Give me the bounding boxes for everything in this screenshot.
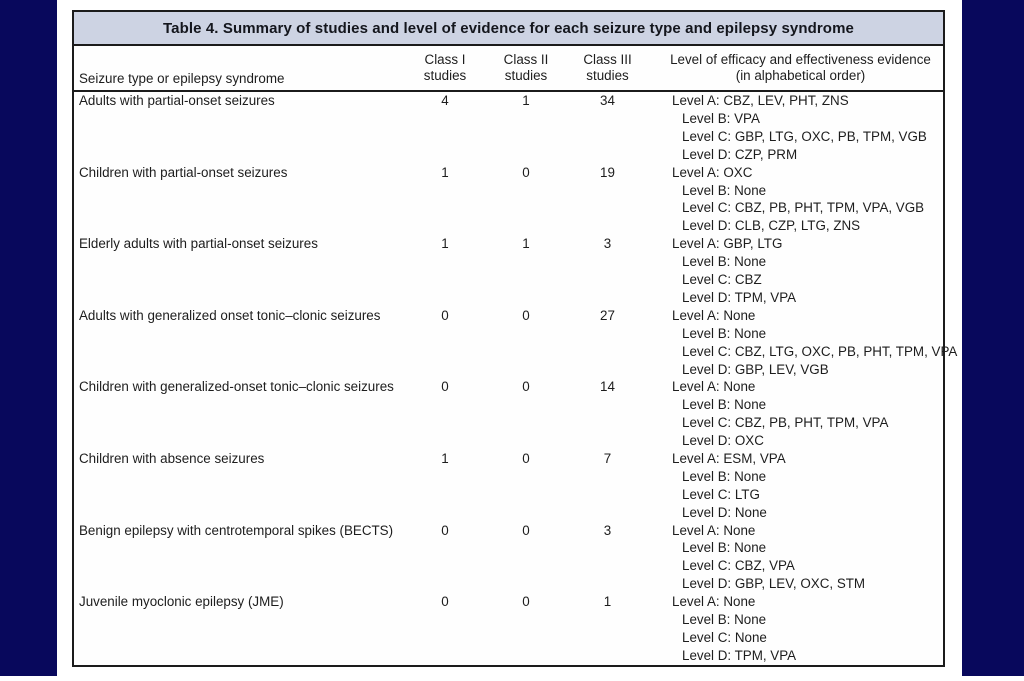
- class-ii-count: 0: [522, 164, 530, 180]
- level-line: Level A: ESM, VPA: [672, 450, 786, 466]
- level-line: Level A: None: [672, 307, 756, 323]
- seizure-type-label: Juvenile myoclonic epilepsy (JME): [79, 594, 284, 610]
- level-line: Level D: TPM, VPA: [682, 647, 797, 663]
- level-line: Level D: None: [682, 504, 767, 520]
- class-iii-count: 19: [600, 164, 615, 180]
- seizure-type-label: Benign epilepsy with centrotemporal spik…: [79, 522, 394, 538]
- class-ii-count: 1: [522, 236, 530, 252]
- seizure-type-label: Elderly adults with partial-onset seizur…: [79, 236, 318, 252]
- class-ii-count: 0: [522, 450, 530, 466]
- level-line: Level B: None: [682, 540, 767, 556]
- level-line: Level A: OXC: [672, 164, 753, 180]
- seizure-type-label: Children with partial-onset seizures: [79, 164, 288, 180]
- class-i-count: 0: [441, 307, 449, 323]
- table-row: Adults with generalized onset tonic–clon…: [74, 307, 957, 379]
- class-iii-count: 34: [600, 93, 615, 108]
- class-i-count: 1: [441, 450, 449, 466]
- class-i-count: 1: [441, 236, 449, 252]
- level-line: Level D: CZP, PRM: [682, 146, 798, 162]
- level-line: Level D: GBP, LEV, OXC, STM: [682, 576, 866, 592]
- table-title: Table 4. Summary of studies and level of…: [74, 12, 943, 46]
- level-line: Level B: None: [682, 468, 767, 484]
- table-body: Adults with partial-onset seizures 4 1 3…: [74, 92, 957, 665]
- table-row: Children with absence seizures 1 0 7 Lev…: [74, 450, 943, 522]
- level-line: Level D: GBP, LEV, VGB: [682, 361, 829, 377]
- level-line: Level B: None: [682, 612, 767, 628]
- table-row: Juvenile myoclonic epilepsy (JME) 0 0 1 …: [74, 593, 943, 665]
- class-ii-count: 0: [522, 379, 530, 395]
- evidence-levels: Level A: None Level B: None Level C: CBZ…: [648, 307, 957, 379]
- class-iii-count: 1: [603, 594, 612, 610]
- evidence-levels: Level A: ESM, VPA Level B: None Level C:…: [648, 450, 943, 522]
- class-ii-count: 0: [522, 522, 530, 538]
- table-row: Elderly adults with partial-onset seizur…: [74, 235, 943, 307]
- column-header-class-ii: Class II studies: [503, 52, 549, 83]
- level-line: Level A: GBP, LTG: [672, 236, 783, 252]
- level-line: Level C: CBZ, PB, PHT, TPM, VPA: [682, 415, 889, 431]
- level-line: Level B: None: [682, 182, 767, 198]
- class-iii-count: 27: [600, 307, 615, 323]
- evidence-levels: Level A: CBZ, LEV, PHT, ZNS Level B: VPA…: [648, 92, 943, 164]
- level-line: Level D: OXC: [682, 433, 764, 449]
- evidence-table: Table 4. Summary of studies and level of…: [72, 10, 957, 667]
- class-i-count: 1: [441, 164, 449, 180]
- navy-frame-right: [962, 0, 1024, 676]
- evidence-levels: Level A: None Level B: None Level C: Non…: [648, 593, 943, 665]
- column-header-seizure-type: Seizure type or epilepsy syndrome: [79, 71, 285, 86]
- evidence-levels: Level A: None Level B: None Level C: CBZ…: [648, 522, 943, 594]
- seizure-type-label: Children with generalized-onset tonic–cl…: [79, 379, 394, 395]
- column-header-evidence-level: Level of efficacy and effectiveness evid…: [670, 52, 931, 83]
- table-row: Children with generalized-onset tonic–cl…: [74, 378, 943, 450]
- seizure-type-label: Adults with generalized onset tonic–clon…: [79, 307, 381, 323]
- level-line: Level C: CBZ, PB, PHT, TPM, VPA, VGB: [682, 200, 925, 216]
- level-line: Level A: None: [672, 522, 756, 538]
- evidence-levels: Level A: None Level B: None Level C: CBZ…: [648, 378, 943, 450]
- class-ii-count: 1: [522, 93, 530, 108]
- table-row: Children with partial-onset seizures 1 0…: [74, 164, 943, 236]
- level-line: Level C: GBP, LTG, OXC, PB, TPM, VGB: [682, 128, 927, 144]
- class-iii-count: 7: [603, 450, 612, 466]
- level-line: Level A: CBZ, LEV, PHT, ZNS: [672, 93, 849, 108]
- class-i-count: 0: [441, 594, 449, 610]
- class-iii-count: 14: [600, 379, 615, 395]
- seizure-type-label: Adults with partial-onset seizures: [79, 93, 275, 108]
- level-line: Level C: None: [682, 629, 767, 645]
- class-i-count: 4: [441, 93, 449, 108]
- level-line: Level D: CLB, CZP, LTG, ZNS: [682, 218, 861, 234]
- seizure-type-label: Children with absence seizures: [79, 450, 265, 466]
- column-header-class-iii: Class III studies: [583, 52, 632, 83]
- level-line: Level C: CBZ, LTG, OXC, PB, PHT, TPM, VP…: [682, 343, 958, 359]
- class-iii-count: 3: [603, 236, 612, 252]
- evidence-levels: Level A: GBP, LTG Level B: None Level C:…: [648, 235, 943, 307]
- level-line: Level B: None: [682, 397, 767, 413]
- class-iii-count: 3: [603, 522, 612, 538]
- level-line: Level C: CBZ, VPA: [682, 558, 795, 574]
- class-ii-count: 0: [522, 307, 530, 323]
- level-line: Level D: TPM, VPA: [682, 289, 797, 305]
- table-header-row: Seizure type or epilepsy syndrome Class …: [74, 46, 943, 92]
- class-ii-count: 0: [522, 594, 530, 610]
- level-line: Level C: CBZ: [682, 272, 762, 287]
- table-row: Adults with partial-onset seizures 4 1 3…: [74, 92, 943, 164]
- level-line: Level A: None: [672, 379, 756, 395]
- evidence-levels: Level A: OXC Level B: None Level C: CBZ,…: [648, 164, 943, 236]
- class-i-count: 0: [441, 522, 449, 538]
- navy-frame-left: [0, 0, 57, 676]
- level-line: Level B: None: [682, 254, 767, 270]
- column-header-class-i: Class I studies: [423, 52, 467, 83]
- class-i-count: 0: [441, 379, 449, 395]
- level-line: Level A: None: [672, 594, 756, 610]
- level-line: Level C: LTG: [682, 486, 760, 502]
- level-line: Level B: None: [682, 325, 767, 341]
- table-row: Benign epilepsy with centrotemporal spik…: [74, 522, 943, 594]
- level-line: Level B: VPA: [682, 110, 760, 126]
